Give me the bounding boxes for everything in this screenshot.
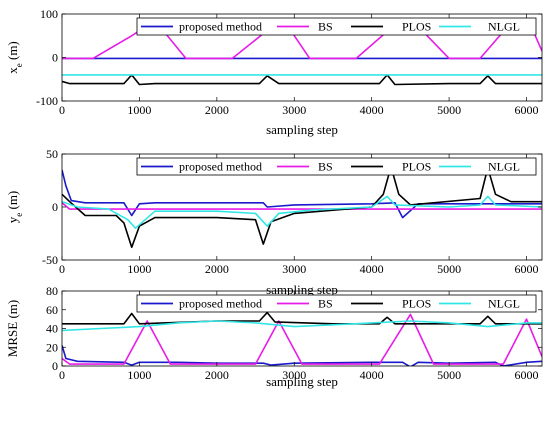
- plot-area: [62, 311, 542, 366]
- legend-box: [136, 294, 537, 313]
- legend-label: proposed method: [179, 20, 262, 34]
- x-tick-label: 4000: [360, 368, 384, 382]
- y-tick-label: 40: [46, 322, 58, 336]
- legend: proposed method BS PLOS NLGL: [136, 17, 537, 36]
- y-label-unit: (m): [5, 41, 20, 63]
- x-tick-label: 0: [59, 262, 65, 276]
- x-tick-label: 2000: [205, 103, 229, 117]
- chart-panel-3: 0 1000 2000 3000 4000 5000 6000020406080sampli…: [5, 284, 543, 389]
- legend: proposed method BS PLOS NLGL: [136, 294, 537, 313]
- y-tick-label: 50: [46, 147, 58, 161]
- x-tick-label: 0: [59, 103, 65, 117]
- legend-label: BS: [318, 160, 333, 174]
- y-tick-label: 60: [46, 303, 58, 317]
- y-axis-label: ye (m): [5, 191, 24, 224]
- legend-label: BS: [318, 297, 333, 311]
- legend-label: BS: [318, 20, 333, 34]
- y-tick-label: 0: [52, 51, 58, 65]
- y-tick-label: 100: [40, 7, 58, 21]
- x-tick-label: 1000: [127, 262, 151, 276]
- x-tick-label: 6000: [515, 103, 539, 117]
- legend-box: [136, 157, 537, 176]
- x-tick-label: 1000: [127, 103, 151, 117]
- series-line-plos: [62, 74, 542, 86]
- x-tick-label: 5000: [437, 262, 461, 276]
- y-axis-label: xe (m): [5, 41, 24, 74]
- y-label-main: x: [5, 67, 20, 74]
- legend-label: PLOS: [402, 297, 431, 311]
- x-tick-label: 4000: [360, 103, 384, 117]
- legend-label: proposed method: [179, 297, 262, 311]
- legend-label: proposed method: [179, 160, 262, 174]
- chart-panel-2: 0 1000 2000 3000 4000 5000 6000-50050sampling …: [5, 147, 543, 297]
- legend-box: [136, 17, 537, 36]
- y-tick-label: 80: [46, 284, 58, 298]
- x-tick-label: 3000: [282, 103, 306, 117]
- plot-area: [62, 165, 542, 249]
- series-line-nlgl: [62, 195, 542, 229]
- y-label-sub: e: [14, 213, 24, 217]
- x-axis-label: sampling step: [266, 374, 338, 389]
- x-tick-label: 5000: [437, 103, 461, 117]
- y-label-unit: (m): [5, 191, 20, 213]
- series-line-plos: [62, 165, 542, 249]
- series-line-plos: [62, 311, 542, 325]
- chart-panel-1: 0 1000 2000 3000 4000 5000 6000-1000100samplin…: [5, 7, 543, 137]
- y-tick-label: -100: [36, 94, 58, 108]
- x-tick-label: 2000: [205, 262, 229, 276]
- y-label-sub: e: [14, 63, 24, 67]
- x-tick-label: 6000: [515, 368, 539, 382]
- x-tick-label: 1000: [127, 368, 151, 382]
- series-line-nlgl: [62, 320, 542, 332]
- legend-label: NLGL: [488, 297, 520, 311]
- legend-label: PLOS: [402, 160, 431, 174]
- y-axis-label: MRSE (m): [5, 300, 20, 357]
- x-tick-label: 2000: [205, 368, 229, 382]
- y-tick-label: 0: [52, 200, 58, 214]
- x-tick-label: 3000: [282, 262, 306, 276]
- legend-label: NLGL: [488, 160, 520, 174]
- legend-label: NLGL: [488, 20, 520, 34]
- x-tick-label: 3000: [282, 368, 306, 382]
- y-tick-label: 20: [46, 340, 58, 354]
- x-tick-label: 6000: [515, 262, 539, 276]
- x-axis-label: sampling step: [266, 282, 338, 297]
- legend: proposed method BS PLOS NLGL: [136, 157, 537, 176]
- y-label-main: y: [5, 216, 20, 223]
- legend-label: PLOS: [402, 20, 431, 34]
- x-tick-label: 4000: [360, 262, 384, 276]
- series-line-bs: [62, 313, 542, 365]
- series-line-bs: [62, 17, 542, 60]
- x-axis-label: sampling step: [266, 122, 338, 137]
- x-tick-label: 0: [59, 368, 65, 382]
- plot-area: [62, 17, 542, 86]
- y-tick-label: -50: [42, 253, 58, 267]
- y-tick-label: 0: [52, 359, 58, 373]
- x-tick-label: 5000: [437, 368, 461, 382]
